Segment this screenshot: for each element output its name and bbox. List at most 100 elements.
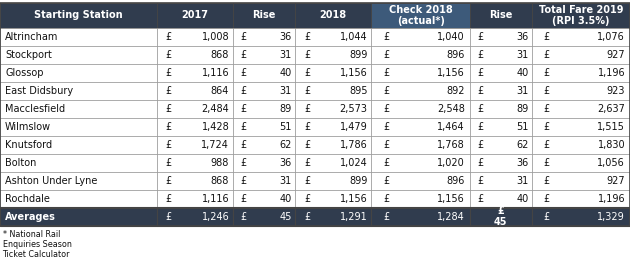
Bar <box>157 64 233 82</box>
Text: 1,464: 1,464 <box>437 122 465 132</box>
Bar <box>295 28 372 46</box>
Text: 1,076: 1,076 <box>597 32 625 42</box>
Bar <box>295 208 372 226</box>
Text: 1,116: 1,116 <box>202 194 229 204</box>
Text: 36: 36 <box>517 158 529 168</box>
Text: 1,024: 1,024 <box>340 158 368 168</box>
Text: £
45: £ 45 <box>494 206 508 227</box>
Text: Ashton Under Lyne: Ashton Under Lyne <box>5 176 98 186</box>
Text: £: £ <box>304 158 311 168</box>
Text: Bolton: Bolton <box>5 158 37 168</box>
Text: 899: 899 <box>349 176 368 186</box>
Text: £: £ <box>477 176 483 186</box>
Text: 40: 40 <box>517 194 529 204</box>
Bar <box>372 154 470 172</box>
Text: 2,548: 2,548 <box>437 104 465 114</box>
Bar <box>470 189 532 208</box>
Bar <box>157 28 233 46</box>
Bar <box>0 64 157 82</box>
Bar <box>372 64 470 82</box>
Text: 1,116: 1,116 <box>202 68 229 78</box>
Bar <box>233 154 295 172</box>
Bar <box>372 3 470 28</box>
Text: £: £ <box>166 68 172 78</box>
Bar <box>372 208 470 226</box>
Text: £: £ <box>477 104 483 114</box>
Bar <box>372 28 470 46</box>
Bar <box>295 82 372 100</box>
Bar <box>532 208 630 226</box>
Text: £: £ <box>544 104 550 114</box>
Text: £: £ <box>477 68 483 78</box>
Text: 36: 36 <box>280 32 292 42</box>
Text: 1,479: 1,479 <box>340 122 368 132</box>
Text: 31: 31 <box>280 50 292 60</box>
Bar <box>470 46 532 64</box>
Text: 1,156: 1,156 <box>340 194 368 204</box>
Text: £: £ <box>383 158 389 168</box>
Text: £: £ <box>304 194 311 204</box>
Bar <box>532 136 630 154</box>
Text: £: £ <box>544 68 550 78</box>
Text: £: £ <box>383 50 389 60</box>
Bar <box>233 189 295 208</box>
Text: 1,196: 1,196 <box>597 194 625 204</box>
Bar <box>470 82 532 100</box>
Text: Check 2018
(actual*): Check 2018 (actual*) <box>389 4 452 26</box>
Bar <box>157 100 233 118</box>
Text: Total Fare 2019
(RPI 3.5%): Total Fare 2019 (RPI 3.5%) <box>539 4 623 26</box>
Text: Wilmslow: Wilmslow <box>5 122 51 132</box>
Bar <box>372 46 470 64</box>
Text: 31: 31 <box>280 86 292 96</box>
Bar <box>0 46 157 64</box>
Text: £: £ <box>477 158 483 168</box>
Text: £: £ <box>383 104 389 114</box>
Text: £: £ <box>304 140 311 150</box>
Text: 868: 868 <box>211 50 229 60</box>
Text: 1,008: 1,008 <box>202 32 229 42</box>
Text: 1,196: 1,196 <box>597 68 625 78</box>
Text: 62: 62 <box>516 140 529 150</box>
Text: £: £ <box>166 50 172 60</box>
Text: £: £ <box>383 68 389 78</box>
Text: Stockport: Stockport <box>5 50 52 60</box>
Text: £: £ <box>166 122 172 132</box>
Text: £: £ <box>383 122 389 132</box>
Bar <box>157 82 233 100</box>
Bar <box>0 154 157 172</box>
Text: 1,156: 1,156 <box>437 68 465 78</box>
Text: £: £ <box>166 140 172 150</box>
Text: 31: 31 <box>517 50 529 60</box>
Text: 1,156: 1,156 <box>437 194 465 204</box>
Text: 1,786: 1,786 <box>340 140 368 150</box>
Bar <box>532 172 630 189</box>
Text: 45: 45 <box>280 211 292 222</box>
Text: 51: 51 <box>280 122 292 132</box>
Text: £: £ <box>241 158 247 168</box>
Text: £: £ <box>241 32 247 42</box>
Text: 1,291: 1,291 <box>340 211 368 222</box>
Text: £: £ <box>544 140 550 150</box>
Text: 1,056: 1,056 <box>597 158 625 168</box>
Text: 89: 89 <box>280 104 292 114</box>
Text: 895: 895 <box>349 86 368 96</box>
Text: £: £ <box>544 122 550 132</box>
Bar <box>295 3 372 28</box>
Text: £: £ <box>304 68 311 78</box>
Text: £: £ <box>241 140 247 150</box>
Bar <box>532 28 630 46</box>
Text: £: £ <box>304 211 311 222</box>
Text: East Didsbury: East Didsbury <box>5 86 73 96</box>
Text: £: £ <box>166 86 172 96</box>
Bar <box>532 46 630 64</box>
Bar <box>372 82 470 100</box>
Text: £: £ <box>166 158 172 168</box>
Bar <box>157 136 233 154</box>
Text: 2017: 2017 <box>181 10 209 20</box>
Bar <box>0 3 630 225</box>
Bar <box>0 28 157 46</box>
Text: 1,329: 1,329 <box>597 211 625 222</box>
Text: £: £ <box>477 122 483 132</box>
Bar <box>532 189 630 208</box>
Bar <box>0 3 157 28</box>
